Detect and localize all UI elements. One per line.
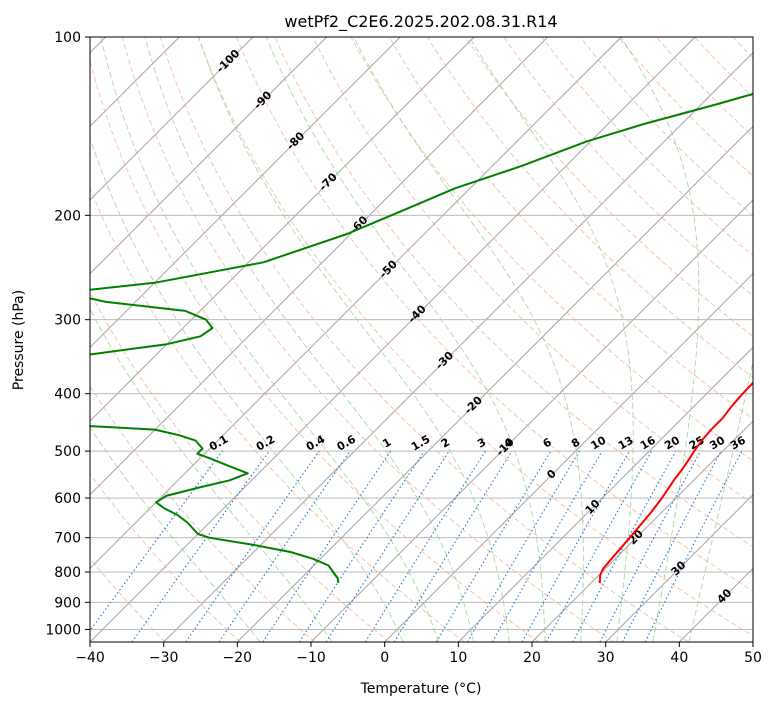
x-tick-label: 10 — [449, 650, 467, 666]
y-tick-label: 100 — [54, 30, 81, 46]
mixing-ratio-line — [393, 450, 513, 642]
dewpoint-profile-line — [90, 92, 753, 584]
moist-adiabat-line — [90, 136, 404, 642]
isotherm-line — [163, 52, 753, 642]
isotherm-line — [90, 37, 401, 348]
mixing-ratio-line — [325, 450, 450, 642]
x-tick-label: 40 — [670, 650, 688, 666]
x-tick-label: 0 — [380, 650, 389, 666]
isotherm-line — [90, 37, 622, 569]
moist-adiabat-line — [620, 37, 700, 642]
y-tick-label: 600 — [54, 491, 81, 507]
dry-adiabat-line — [90, 186, 465, 642]
profiles — [90, 92, 753, 584]
x-tick-label: −40 — [75, 650, 105, 666]
isotherm-line — [384, 273, 753, 642]
y-tick-label: 400 — [54, 387, 81, 403]
y-axis-label: Pressure (hPa) — [11, 290, 27, 390]
moist-adiabat-line — [198, 37, 510, 642]
isotherm-line — [531, 420, 753, 642]
dry-adiabat-line — [579, 37, 753, 217]
moist-adiabat-line — [688, 359, 753, 642]
mixing-ratio-line — [521, 450, 630, 642]
isotherm-line — [90, 37, 696, 642]
mixing-ratio-line — [545, 450, 653, 642]
dry-adiabat-line — [465, 37, 753, 337]
moist-adiabat-line — [90, 426, 261, 642]
dry-adiabat-line — [90, 472, 241, 642]
moist-adiabat-line — [353, 37, 584, 642]
dry-adiabat-line — [90, 59, 540, 642]
x-axis-label: Temperature (°C) — [360, 681, 482, 697]
x-tick-label: 20 — [523, 650, 541, 666]
x-tick-label: 30 — [597, 650, 615, 666]
mixing-ratio-line — [90, 450, 223, 632]
dry-adiabat-line — [90, 385, 315, 642]
y-tick-label: 900 — [54, 595, 81, 611]
x-tick-label: 50 — [744, 650, 762, 666]
y-axis-ticks: 100 200 300 400 500 600 700 800 900 1000 — [45, 30, 90, 638]
isotherm-line — [237, 125, 753, 642]
mixing-ratio-line — [491, 450, 603, 642]
y-tick-label: 200 — [54, 208, 81, 224]
y-tick-label: 800 — [54, 565, 81, 581]
mixing-ratio-line — [364, 450, 486, 642]
dry-adiabat-line — [159, 37, 689, 642]
x-axis-ticks: −40 −30 −20 −10 0 10 20 30 40 50 — [75, 642, 762, 666]
plot-frame — [89, 36, 754, 643]
mixing-ratio-line — [185, 450, 320, 642]
dry-adiabat-line — [350, 37, 753, 462]
x-tick-label: −10 — [296, 650, 326, 666]
moist-adiabat-line — [265, 37, 546, 642]
isotherm-line — [90, 37, 327, 275]
y-tick-label: 1000 — [45, 622, 81, 638]
x-tick-label: −20 — [223, 650, 253, 666]
isotherm-line — [310, 199, 753, 642]
mixing-ratio-line — [218, 450, 351, 642]
mixing-ratio-line — [572, 450, 677, 642]
dry-adiabat-line — [503, 37, 753, 297]
mixing-ratio-line — [435, 450, 552, 642]
mixing-ratio-line — [467, 450, 580, 642]
isotherm-line — [90, 37, 548, 496]
mixing-ratio-line — [131, 450, 270, 642]
y-tick-label: 700 — [54, 531, 81, 547]
dry-adiabat-line — [236, 37, 753, 592]
isotherm-line — [605, 494, 753, 642]
background-lines — [90, 37, 753, 642]
chart-title: wetPf2_C2E6.2025.202.08.31.R14 — [284, 12, 557, 32]
y-tick-label: 500 — [54, 444, 81, 460]
isotherm-line — [90, 37, 254, 201]
dry-adiabat-line — [427, 37, 753, 378]
moist-adiabat-line — [144, 37, 475, 642]
y-tick-label: 300 — [54, 313, 81, 329]
isotherm-line — [90, 37, 475, 422]
x-tick-label: −30 — [149, 650, 179, 666]
dry-adiabat-line — [121, 37, 614, 642]
isotherm-line — [458, 346, 753, 642]
plot-background — [90, 37, 753, 642]
dry-adiabat-line — [274, 37, 753, 548]
dry-adiabat-line — [90, 291, 390, 642]
temperature-profile-line — [598, 381, 753, 584]
moist-adiabat-line — [100, 37, 439, 642]
